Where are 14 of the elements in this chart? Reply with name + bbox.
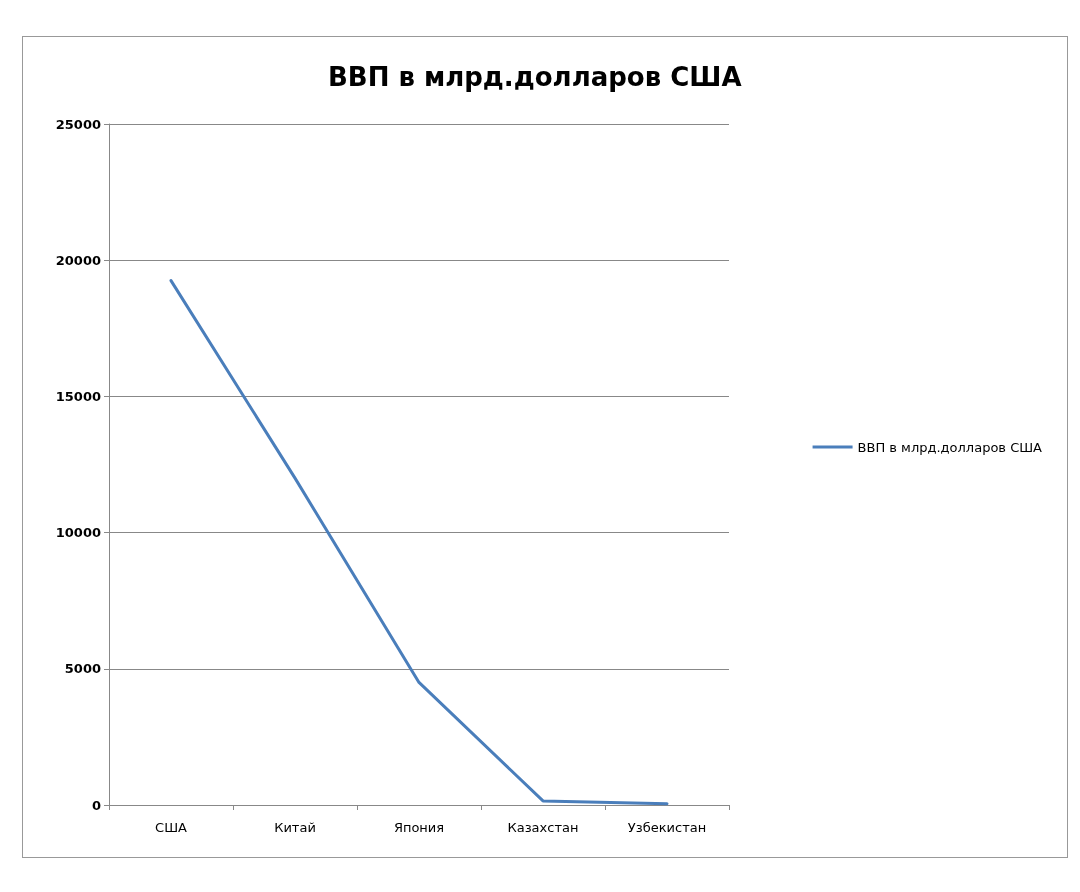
y-tick-label: 0 [91, 797, 101, 813]
chart-title: ВВП в млрд.долларов США [328, 62, 742, 92]
x-tick-label: Казахстан [507, 820, 579, 835]
y-tick-label: 25000 [55, 116, 101, 132]
line-series [169, 279, 669, 806]
y-tick-label: 10000 [55, 525, 101, 541]
x-tick-label: Япония [393, 820, 445, 835]
x-tick-label: США [155, 820, 188, 835]
y-tick-label: 20000 [55, 252, 101, 268]
x-tick-label: Узбекистан [627, 820, 707, 835]
y-tick-label: 15000 [55, 388, 101, 404]
y-tick-label: 5000 [64, 661, 101, 677]
legend-label: ВВП в млрд.долларов США [857, 439, 1043, 455]
x-tick-label: Китай [274, 820, 316, 835]
